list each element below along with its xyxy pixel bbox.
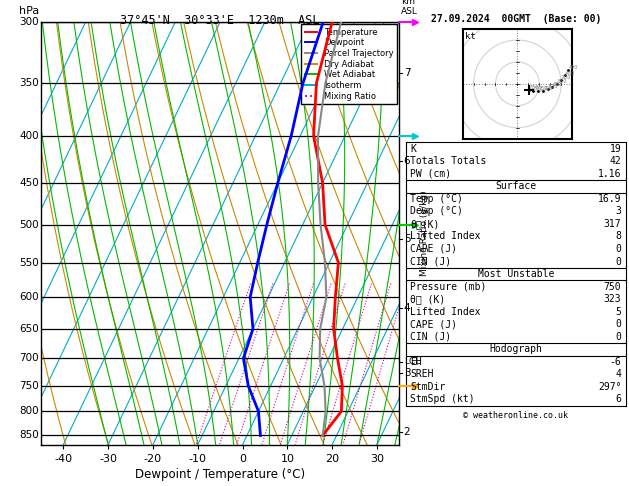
Text: Lifted Index: Lifted Index: [410, 231, 481, 242]
Text: 5: 5: [404, 234, 410, 244]
Text: 42: 42: [610, 156, 621, 166]
Text: 350: 350: [19, 78, 39, 88]
Text: 300: 300: [19, 17, 39, 27]
Legend: Temperature, Dewpoint, Parcel Trajectory, Dry Adiabat, Wet Adiabat, Isotherm, Mi: Temperature, Dewpoint, Parcel Trajectory…: [301, 24, 397, 104]
Text: θᴇ (K): θᴇ (K): [410, 294, 445, 304]
Text: 550: 550: [19, 258, 39, 268]
Text: 850: 850: [19, 431, 39, 440]
Text: 297°: 297°: [598, 382, 621, 392]
Text: Most Unstable: Most Unstable: [477, 269, 554, 279]
Text: 20: 20: [338, 448, 347, 454]
Text: K: K: [410, 144, 416, 154]
Text: LCL: LCL: [404, 357, 420, 366]
Text: 10: 10: [291, 448, 299, 454]
Text: kt: kt: [465, 33, 476, 41]
Text: Hodograph: Hodograph: [489, 344, 542, 354]
Text: Temp (°C): Temp (°C): [410, 194, 463, 204]
Text: 400: 400: [569, 66, 578, 70]
Text: 7: 7: [404, 68, 410, 78]
Text: 5: 5: [616, 307, 621, 317]
Text: 317: 317: [604, 219, 621, 229]
Text: Dewp (°C): Dewp (°C): [410, 207, 463, 216]
Text: 650: 650: [548, 84, 558, 89]
Text: 0: 0: [616, 319, 621, 329]
Text: 1.16: 1.16: [598, 169, 621, 179]
Text: 750: 750: [19, 381, 39, 391]
Text: 27.09.2024  00GMT  (Base: 00): 27.09.2024 00GMT (Base: 00): [431, 14, 601, 24]
Text: CIN (J): CIN (J): [410, 332, 451, 342]
Text: 4: 4: [404, 303, 410, 313]
Text: Totals Totals: Totals Totals: [410, 156, 486, 166]
Text: EH: EH: [410, 357, 422, 367]
Text: 0: 0: [616, 257, 621, 266]
Text: 6: 6: [616, 395, 621, 404]
Text: 4: 4: [616, 369, 621, 380]
Text: SREH: SREH: [410, 369, 433, 380]
Text: 3: 3: [217, 448, 222, 454]
Text: Pressure (mb): Pressure (mb): [410, 281, 486, 292]
Text: 37°45'N  30°33'E  1230m  ASL: 37°45'N 30°33'E 1230m ASL: [120, 14, 320, 27]
Text: 800: 800: [534, 87, 543, 91]
Text: 450: 450: [19, 178, 39, 188]
Text: 400: 400: [19, 131, 39, 141]
Text: 19: 19: [610, 144, 621, 154]
Text: 16.9: 16.9: [598, 194, 621, 204]
Text: 550: 550: [557, 79, 567, 84]
Text: © weatheronline.co.uk: © weatheronline.co.uk: [464, 411, 568, 419]
Text: CAPE (J): CAPE (J): [410, 244, 457, 254]
Text: Mixing Ratio (g/kg): Mixing Ratio (g/kg): [420, 191, 429, 276]
Text: 600: 600: [19, 292, 39, 302]
Text: hPa: hPa: [19, 5, 39, 16]
Text: 500: 500: [562, 75, 571, 80]
Text: 500: 500: [19, 220, 39, 230]
X-axis label: Dewpoint / Temperature (°C): Dewpoint / Temperature (°C): [135, 468, 305, 481]
Text: 2: 2: [194, 448, 198, 454]
Text: Surface: Surface: [495, 181, 537, 191]
Text: 3: 3: [616, 207, 621, 216]
Text: 6: 6: [404, 156, 410, 166]
Text: StmSpd (kt): StmSpd (kt): [410, 395, 475, 404]
Text: 15: 15: [318, 448, 327, 454]
Text: 600: 600: [553, 82, 562, 87]
Text: 700: 700: [543, 86, 553, 91]
Text: 6: 6: [260, 448, 264, 454]
Text: 4: 4: [235, 448, 239, 454]
Text: 700: 700: [19, 353, 39, 364]
Text: 450: 450: [565, 70, 575, 76]
Text: 0: 0: [616, 332, 621, 342]
Text: 750: 750: [604, 281, 621, 292]
Text: CIN (J): CIN (J): [410, 257, 451, 266]
Text: 650: 650: [19, 324, 39, 334]
Text: 0: 0: [616, 244, 621, 254]
Text: -6: -6: [610, 357, 621, 367]
Text: StmDir: StmDir: [410, 382, 445, 392]
Text: θᴇ(K): θᴇ(K): [410, 219, 440, 229]
Text: CAPE (J): CAPE (J): [410, 319, 457, 329]
Text: 8: 8: [278, 448, 282, 454]
Text: Lifted Index: Lifted Index: [410, 307, 481, 317]
Text: 3: 3: [404, 368, 410, 378]
Text: 323: 323: [604, 294, 621, 304]
Text: km
ASL: km ASL: [401, 0, 418, 16]
Text: PW (cm): PW (cm): [410, 169, 451, 179]
Text: 25: 25: [355, 448, 364, 454]
Text: 2: 2: [404, 427, 410, 437]
Text: 750: 750: [539, 87, 548, 91]
Text: 800: 800: [19, 406, 39, 417]
Text: 8: 8: [616, 231, 621, 242]
Text: 850: 850: [530, 85, 539, 90]
